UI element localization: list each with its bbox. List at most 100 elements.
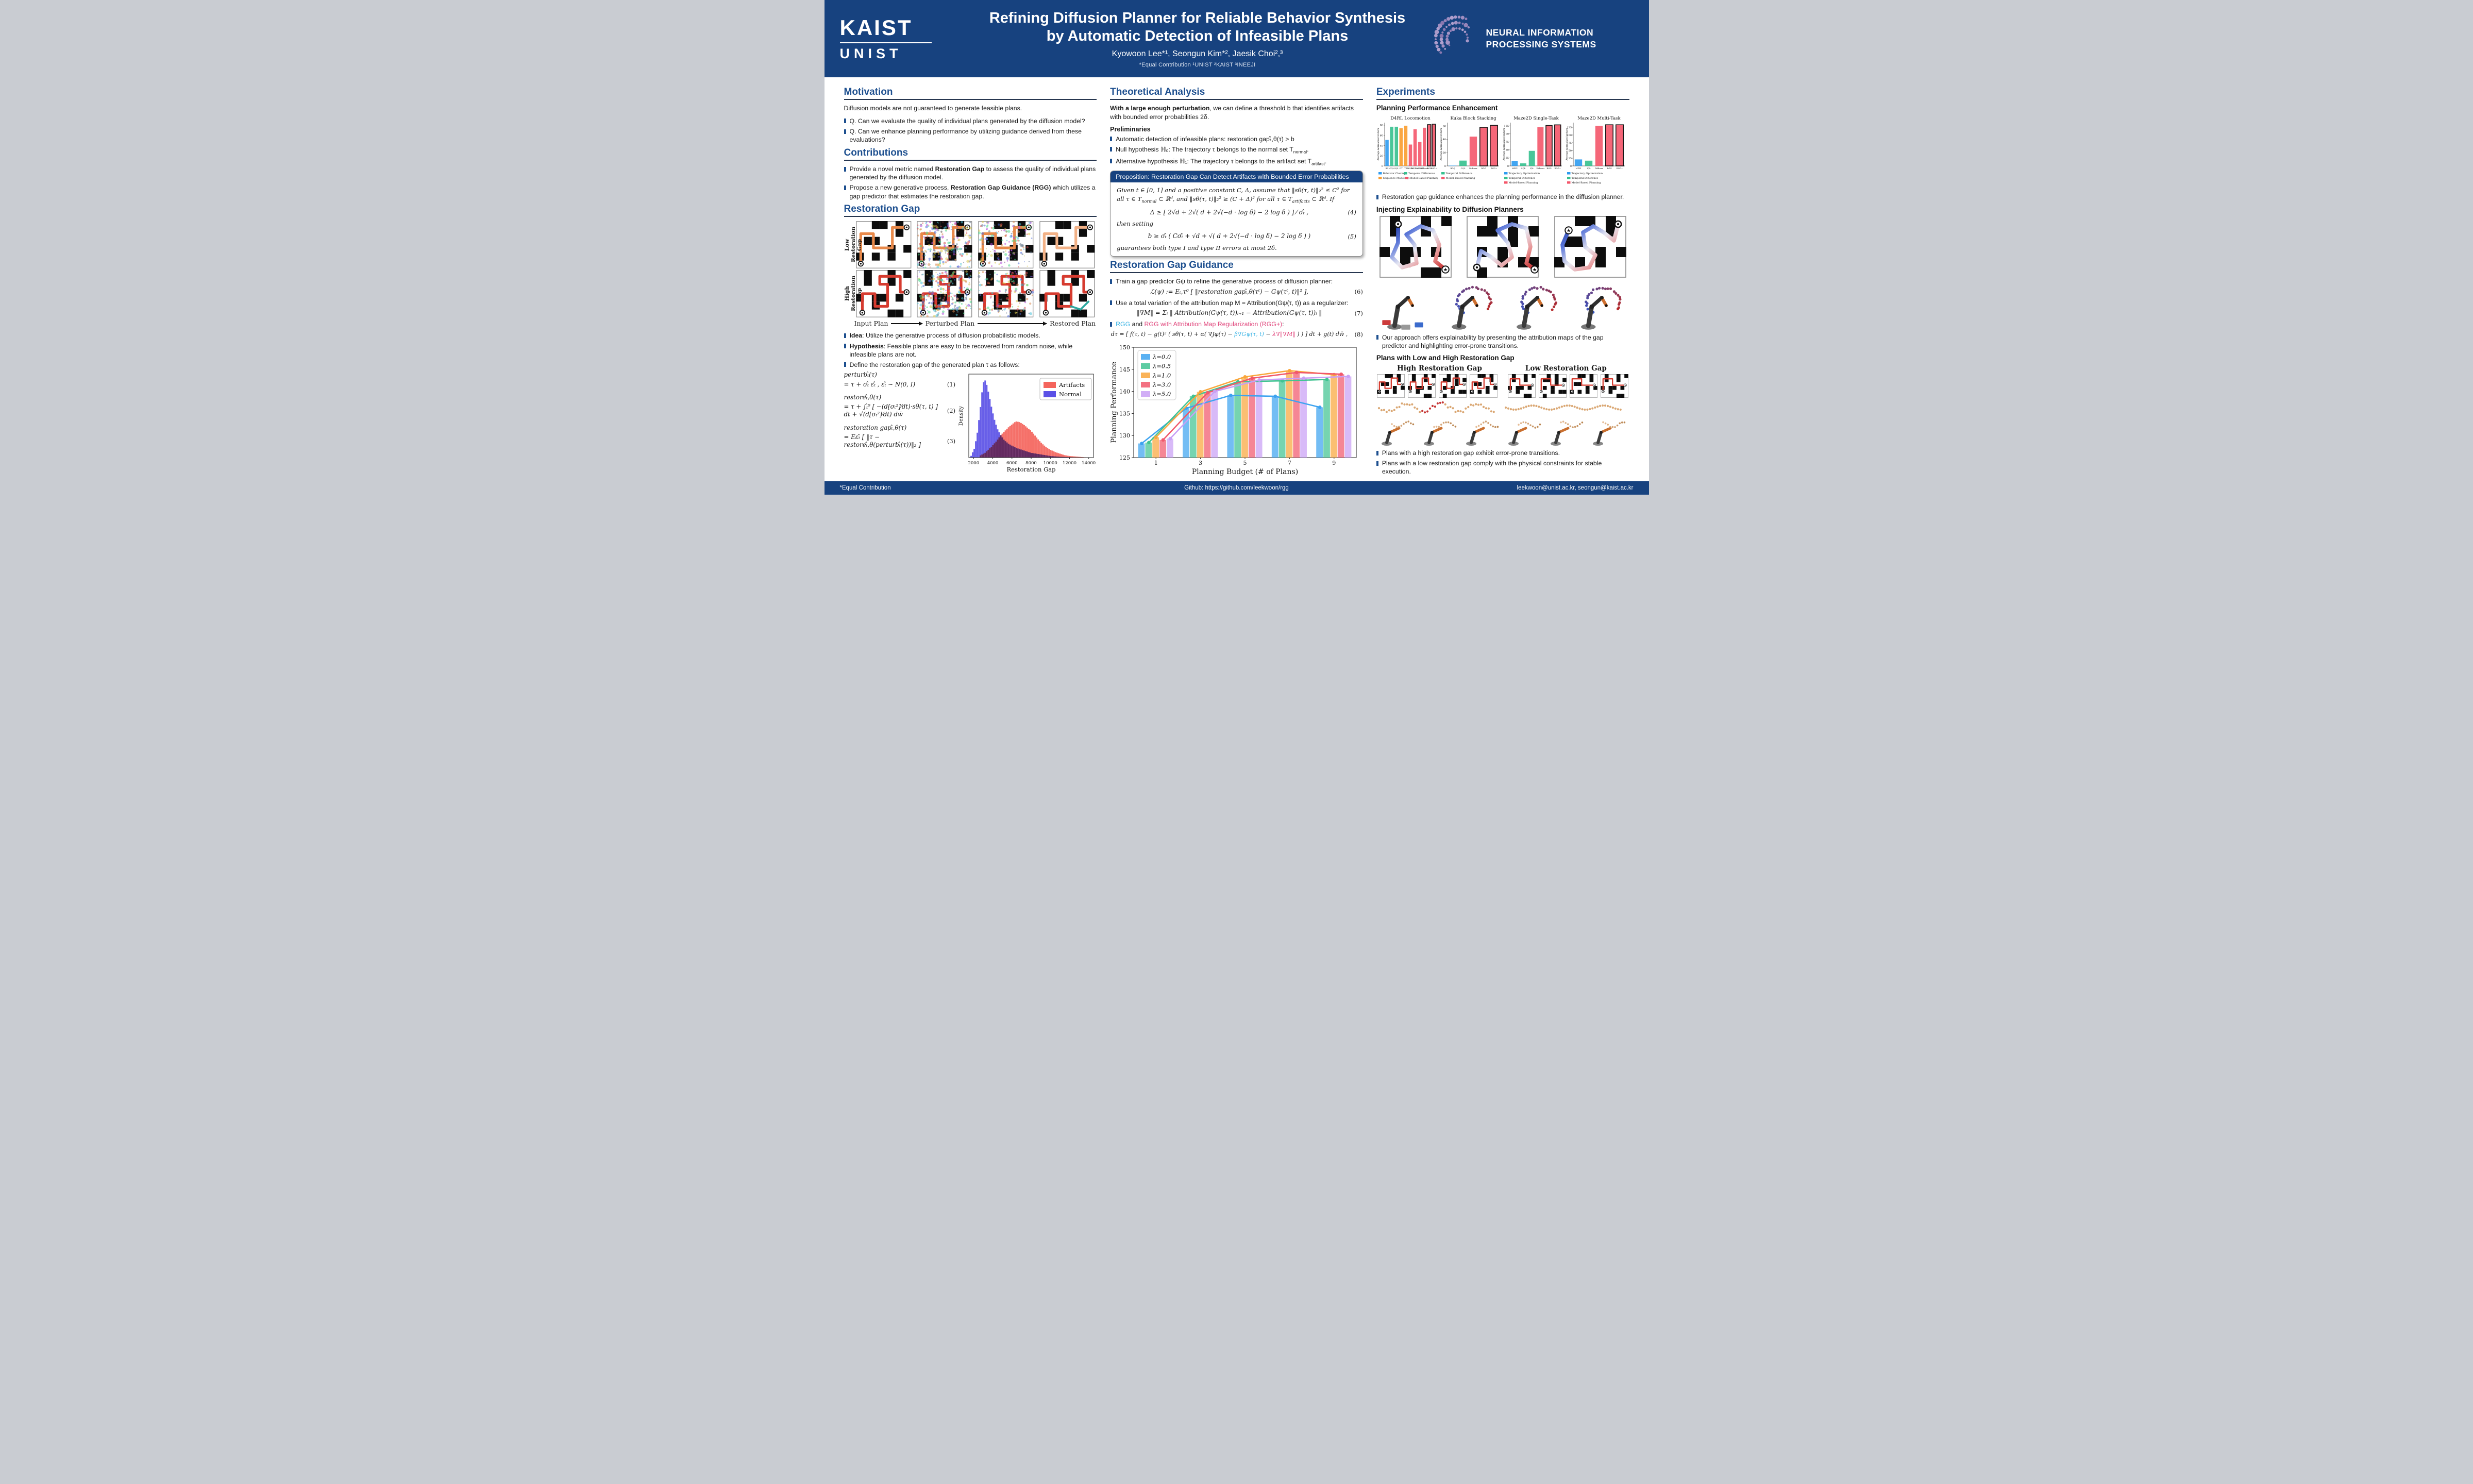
svg-text:80: 80 <box>1380 124 1383 127</box>
maze-low-restored-plan <box>1037 221 1097 269</box>
bullet-item: Define the restoration gap of the genera… <box>844 361 1097 369</box>
logo-block: KAIST UNIST <box>825 16 963 61</box>
svg-text:75: 75 <box>1568 142 1571 145</box>
maze2d-single-task-chart: Maze2D Single-Task 0 25 50 75 100 125 MPPI CQL IQ… <box>1503 116 1562 184</box>
bullet-item: Hypothesis: Feasible plans are easy to b… <box>844 342 1097 359</box>
attribution-maze-3: ★ <box>1554 215 1626 278</box>
bullet-marker <box>1110 159 1113 164</box>
bullet-item: Idea: Utilize the generative process of … <box>844 331 1097 340</box>
maze-high-perturbed-plan <box>915 270 974 318</box>
experiments-bullet-4: Plans with a low restoration gap comply … <box>1382 460 1602 476</box>
bullet-item: Plans with a low restoration gap comply … <box>1376 459 1629 476</box>
svg-text:40: 40 <box>1442 138 1445 141</box>
plans-maze-strip: ★ ★ ★ ★ ★ ★ ★ ★ <box>1376 374 1629 398</box>
svg-text:Temporal Difference: Temporal Difference <box>1408 172 1435 175</box>
bullet-item: Plans with a high restoration gap exhibi… <box>1376 449 1629 457</box>
hypothesis-bullet: Hypothesis: Feasible plans are easy to b… <box>849 342 1073 358</box>
svg-text:Maze2D Multi-Task: Maze2D Multi-Task <box>1577 116 1621 121</box>
svg-text:135: 135 <box>1119 410 1130 417</box>
svg-text:3: 3 <box>1199 460 1202 466</box>
footer-github-link[interactable]: Github: https://github.com/leekwoon/rgg <box>1184 485 1289 491</box>
bullet-marker <box>1376 194 1378 199</box>
divider <box>1110 272 1363 274</box>
title-block: Refining Diffusion Planner for Reliable … <box>963 9 1433 69</box>
maze-low-perturbed-plan <box>915 221 974 269</box>
bullet-marker <box>844 119 846 124</box>
rgg-bullet-1: Train a gap predictor Gψ to refine the g… <box>1116 278 1333 285</box>
low-gap-maze: ★ <box>1508 374 1536 398</box>
contributions-bullet-2: Propose a new generative process, Restor… <box>849 184 1096 200</box>
svg-text:MPPI: MPPI <box>1575 167 1581 170</box>
bullet-item: Null hypothesis ℍ₀: The trajectory τ bel… <box>1110 145 1363 155</box>
svg-text:★: ★ <box>1432 383 1434 385</box>
idea-bullet: Idea: Utilize the generative process of … <box>849 332 1040 340</box>
svg-text:7: 7 <box>1288 460 1291 466</box>
high-gap-trail <box>1377 401 1495 414</box>
high-gap-maze: ★ <box>1470 374 1498 398</box>
poster-body: Motivation Diffusion models are not guar… <box>825 77 1649 481</box>
svg-text:Model-Based Planning: Model-Based Planning <box>1571 181 1601 184</box>
low-gap-maze: ★ <box>1570 374 1598 398</box>
row-label-low: Low Restoration Gap <box>844 227 863 263</box>
svg-text:6000: 6000 <box>1006 461 1018 466</box>
bullet-item: Use a total variation of the attribution… <box>1110 299 1363 307</box>
poster: KAIST UNIST Refining Diffusion Planner f… <box>824 0 1649 495</box>
svg-text:25: 25 <box>1505 157 1508 160</box>
affiliations: *Equal Contribution ¹UNIST ²KAIST ³INEEJ… <box>1139 62 1256 69</box>
divider <box>844 159 1097 161</box>
svg-text:50: 50 <box>1505 149 1508 152</box>
arm-sequence-panel <box>1466 420 1499 446</box>
svg-text:λ=0.0: λ=0.0 <box>1152 353 1171 360</box>
svg-text:Average normalized return: Average normalized return <box>1440 128 1443 161</box>
histogram-panel: 2000 4000 6000 8000 10000 12000 14000 Restorati… <box>958 371 1097 481</box>
eq3-rhs: = Eεₜ̂ [ ‖τ − restoreₜ̂,θ(perturbₜ̂(τ))‖… <box>844 433 921 449</box>
svg-text:Temporal Difference: Temporal Difference <box>1445 172 1472 175</box>
svg-text:★: ★ <box>1443 267 1448 273</box>
restoration-gap-heading: Restoration Gap <box>844 203 920 214</box>
high-gap-maze: ★ <box>1439 374 1467 398</box>
authors: Kyowoon Lee*¹, Seongun Kim*², Jaesik Cho… <box>1112 49 1283 59</box>
eq6: ℒ(ψ) := Eₜ,τ⁰ [ ‖restoration gapₜ̂,θ(τᵗ)… <box>1150 288 1309 295</box>
svg-text:2000: 2000 <box>968 461 980 466</box>
header-bar: KAIST UNIST Refining Diffusion Planner f… <box>824 0 1649 77</box>
svg-text:Average normalized return: Average normalized return <box>1377 128 1380 161</box>
bullet-item: Restoration gap guidance enhances the pl… <box>1376 193 1629 201</box>
attribution-maze-1: ★ <box>1379 215 1452 278</box>
svg-text:150: 150 <box>1119 344 1130 351</box>
planning-performance-subheading: Planning Performance Enhancement <box>1376 104 1498 112</box>
motivation-intro: Diffusion models are not guaranteed to g… <box>844 105 1022 112</box>
low-gap-column-title: Low Restoration Gap <box>1525 364 1607 373</box>
divider <box>1376 99 1629 100</box>
attribution-maze-2: ★ <box>1467 215 1539 278</box>
svg-text:20: 20 <box>1380 155 1383 158</box>
svg-text:50: 50 <box>1568 149 1571 153</box>
svg-text:Normal: Normal <box>1059 391 1082 398</box>
svg-text:Diffuser: Diffuser <box>1420 167 1428 170</box>
equations-block: perturbₜ̂(τ) = τ + σₜ̂ εₜ̂ , εₜ̂ ∼ N(0, … <box>844 371 956 449</box>
logo-divider <box>839 42 932 43</box>
svg-text:Restoration Gap: Restoration Gap <box>1007 466 1056 473</box>
bullet-marker <box>1110 279 1113 284</box>
guarantees-text: guarantees both type I and type II error… <box>1117 244 1277 251</box>
robot-arm-figure-3 <box>1517 285 1557 330</box>
svg-text:RGG+: RGG+ <box>1431 167 1437 170</box>
bullet-item: Our approach offers explainability by pr… <box>1376 333 1629 350</box>
bullet-item: Train a gap predictor Gψ to refine the g… <box>1110 277 1363 285</box>
bullet-item: RGG and RGG with Attribution Map Regular… <box>1110 320 1363 328</box>
divider <box>844 215 1097 217</box>
svg-text:12000: 12000 <box>1063 461 1076 466</box>
eq2-lhs: restoreₜ̂,θ(τ) <box>844 393 882 401</box>
bullet-marker <box>844 185 846 190</box>
svg-text:Model-Based Planning: Model-Based Planning <box>1508 181 1538 184</box>
svg-text:Maze2D Single-Task: Maze2D Single-Task <box>1513 116 1559 121</box>
bullet-marker <box>844 333 846 338</box>
proposition-body: Given t ∈ [0, 1] and a positive constant… <box>1117 187 1356 251</box>
column-middle: Theoretical Analysis With a large enough… <box>1110 83 1363 481</box>
svg-text:★: ★ <box>1566 228 1571 233</box>
eq2-rhs: = τ + ∫ₜ̂⁰ [ −(d[σₜ²]⁄dt)·sθ(τ, t) ] dt … <box>844 403 938 418</box>
svg-text:MBOP: MBOP <box>1417 167 1423 170</box>
svg-text:BCQ: BCQ <box>1450 167 1455 170</box>
svg-text:λ=0.5: λ=0.5 <box>1152 362 1171 369</box>
svg-text:125: 125 <box>1119 454 1130 461</box>
arm-sequence-panel <box>1381 420 1415 446</box>
